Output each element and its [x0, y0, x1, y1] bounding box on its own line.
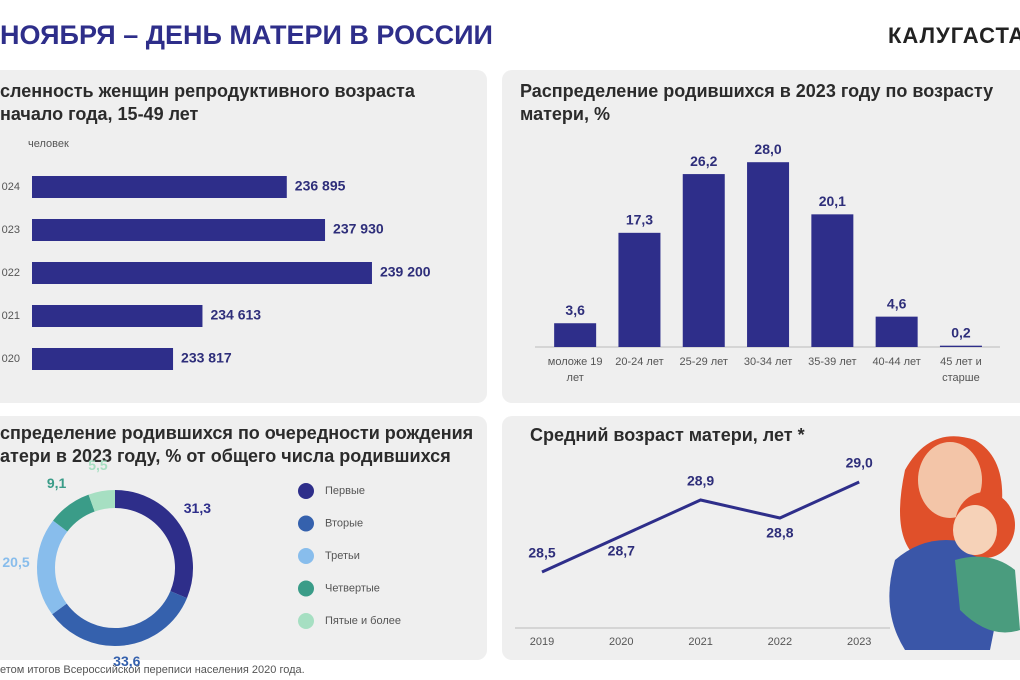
x-tick-label: 35-39 лет	[808, 356, 856, 368]
value-label: 0,2	[951, 324, 971, 340]
legend-marker	[298, 515, 314, 532]
y-tick-label: 024	[2, 181, 20, 193]
y-tick-label: 020	[2, 353, 20, 365]
value-label: 3,6	[565, 302, 585, 318]
chart-title: Средний возраст матери, лет *	[530, 425, 805, 445]
donut-segment	[114, 490, 193, 599]
x-tick-label: лет	[567, 372, 584, 384]
value-label: 236 895	[295, 178, 346, 194]
value-label: 9,1	[47, 475, 67, 491]
legend-marker	[298, 580, 314, 597]
line	[541, 480, 860, 574]
chart-title: атери в 2023 году, % от общего числа род…	[0, 446, 451, 466]
x-tick-label: 2019	[530, 636, 554, 648]
bar	[747, 162, 790, 347]
donut-segment	[52, 590, 187, 646]
value-label: 5,5	[88, 457, 108, 473]
page-title: НОЯБРЯ – ДЕНЬ МАТЕРИ В РОССИИ	[0, 20, 493, 50]
bar	[32, 305, 203, 327]
unit-label: человек	[28, 138, 69, 150]
value-label: 234 613	[210, 307, 261, 323]
value-label: 4,6	[887, 295, 907, 311]
x-tick-label: 2023	[847, 636, 871, 648]
bar	[32, 176, 287, 198]
chart-title: матери, %	[520, 104, 610, 124]
value-label: 237 930	[333, 221, 384, 237]
value-label: 28,0	[754, 141, 781, 157]
x-tick-label: 40-44 лет	[872, 356, 920, 368]
chart-title: начало года, 15-49 лет	[0, 104, 199, 124]
x-tick-label: старше	[942, 372, 980, 384]
bar	[875, 316, 918, 347]
bar	[554, 323, 597, 347]
chart-title: Распределение родившихся в 2023 году по …	[520, 81, 993, 101]
value-label: 20,5	[2, 554, 29, 570]
x-tick-label: 45 лет и	[940, 356, 982, 368]
x-tick-label: 25-29 лет	[680, 356, 728, 368]
value-label: 17,3	[626, 212, 653, 228]
value-label: 28,8	[766, 525, 793, 541]
bar	[939, 345, 982, 347]
bar	[32, 348, 174, 370]
value-label: 29,0	[846, 455, 873, 471]
y-tick-label: 023	[2, 224, 20, 236]
legend-label: Третьи	[325, 550, 360, 562]
illustration	[889, 436, 1020, 650]
bar	[811, 214, 854, 347]
x-tick-label: 2022	[768, 636, 792, 648]
legend-label: Пятые и более	[325, 615, 401, 627]
chart-title: сленность женщин репродуктивного возраст…	[0, 81, 416, 101]
brand: КАЛУГАСТА	[888, 23, 1020, 48]
value-label: 28,5	[528, 545, 555, 561]
bar	[32, 262, 372, 284]
x-tick-label: 20-24 лет	[615, 356, 663, 368]
legend-label: Первые	[325, 485, 365, 497]
x-tick-label: 30-34 лет	[744, 356, 792, 368]
value-label: 20,1	[819, 193, 846, 209]
x-tick-label: 2021	[688, 636, 712, 648]
legend-marker	[298, 548, 314, 564]
bar	[32, 219, 326, 241]
legend-label: Вторые	[325, 517, 363, 529]
bar	[682, 174, 725, 347]
value-label: 28,9	[687, 473, 714, 489]
donut-segment	[37, 520, 68, 615]
legend-label: Четвертые	[325, 582, 380, 594]
panel	[0, 416, 487, 660]
donut-segment	[53, 494, 96, 532]
value-label: 26,2	[690, 153, 717, 169]
donut-segment	[88, 490, 116, 512]
chart-title: спределение родившихся по очередности ро…	[0, 423, 473, 443]
value-label: 239 200	[380, 264, 431, 280]
y-tick-label: 021	[2, 310, 20, 322]
y-tick-label: 022	[2, 267, 20, 279]
x-tick-label: 2020	[609, 636, 633, 648]
bar	[618, 232, 661, 347]
legend-marker	[298, 483, 314, 499]
value-label: 28,7	[608, 543, 635, 559]
value-label: 33,6	[113, 653, 140, 669]
value-label: 233 817	[181, 350, 232, 366]
x-tick-label: моложе 19	[548, 356, 603, 368]
legend-marker	[298, 613, 314, 629]
value-label: 31,3	[184, 500, 211, 516]
footnote: етом итогов Всероссийской переписи насел…	[0, 664, 305, 676]
